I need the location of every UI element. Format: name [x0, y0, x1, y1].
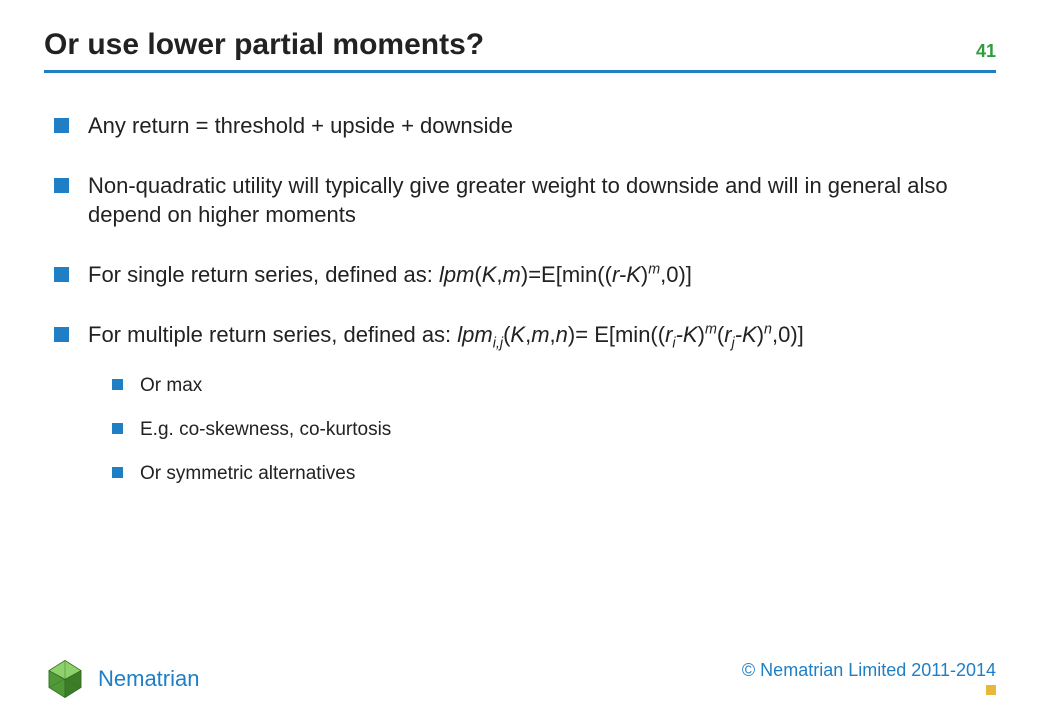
formula-closeparen: )	[757, 322, 764, 347]
sub-bullet-item: E.g. co-skewness, co-kurtosis	[112, 417, 996, 443]
page-number: 41	[976, 41, 996, 62]
formula-exp-m: m	[648, 262, 660, 278]
formula-open: (	[474, 262, 481, 287]
nematrian-logo-icon	[44, 658, 86, 700]
formula-m: m	[503, 262, 521, 287]
formula-exp-n: n	[764, 321, 772, 337]
sub-bullet-text: Or max	[140, 375, 202, 396]
formula-sub-ij: i,j	[493, 335, 503, 351]
footer-left: Nematrian	[44, 658, 199, 700]
sub-bullet-item: Or max	[112, 373, 996, 399]
bullet-list: Any return = threshold + upside + downsi…	[54, 111, 996, 486]
formula-m: m	[531, 322, 549, 347]
brand-name: Nematrian	[98, 666, 199, 692]
sub-bullet-text: Or symmetric alternatives	[140, 463, 355, 484]
formula-minusK: -K	[619, 262, 641, 287]
bullet-item: Non-quadratic utility will typically giv…	[54, 171, 996, 230]
sub-bullet-item: Or symmetric alternatives	[112, 461, 996, 487]
formula-tail: ,0)]	[660, 262, 692, 287]
bullet-text: Non-quadratic utility will typically giv…	[88, 173, 948, 228]
slide-header: Or use lower partial moments? 41	[44, 28, 996, 73]
formula-mid: )= E[min((	[568, 322, 665, 347]
sub-bullet-text: E.g. co-skewness, co-kurtosis	[140, 419, 391, 440]
bullet-item: For single return series, defined as: lp…	[54, 260, 996, 290]
accent-square-icon	[986, 685, 996, 695]
formula-r: r	[612, 262, 619, 287]
bullet-text-prefix: For multiple return series, defined as:	[88, 322, 457, 347]
formula-n: n	[556, 322, 568, 347]
bullet-item: Any return = threshold + upside + downsi…	[54, 111, 996, 141]
sub-bullet-list: Or max E.g. co-skewness, co-kurtosis Or …	[88, 373, 996, 486]
formula-K: K	[510, 322, 525, 347]
bullet-item: For multiple return series, defined as: …	[54, 320, 996, 487]
footer-right: © Nematrian Limited 2011-2014	[742, 660, 996, 700]
formula-minusK: -K	[735, 322, 757, 347]
formula-closeparen: )	[698, 322, 705, 347]
formula-mid: )=E[min((	[521, 262, 612, 287]
formula-lpm: lpm	[439, 262, 474, 287]
copyright-text: © Nematrian Limited 2011-2014	[742, 660, 996, 681]
bullet-text: Any return = threshold + upside + downsi…	[88, 113, 513, 138]
formula-tail: ,0)]	[772, 322, 804, 347]
slide-body: Any return = threshold + upside + downsi…	[44, 111, 996, 486]
formula-lpm: lpm	[457, 322, 492, 347]
formula-r: r	[724, 322, 731, 347]
slide: Or use lower partial moments? 41 Any ret…	[0, 0, 1040, 720]
formula-exp-m: m	[705, 321, 717, 337]
formula-K: K	[482, 262, 497, 287]
formula-minusK: -K	[676, 322, 698, 347]
bullet-text-prefix: For single return series, defined as:	[88, 262, 439, 287]
slide-title: Or use lower partial moments?	[44, 28, 484, 62]
slide-footer: Nematrian © Nematrian Limited 2011-2014	[44, 658, 996, 700]
